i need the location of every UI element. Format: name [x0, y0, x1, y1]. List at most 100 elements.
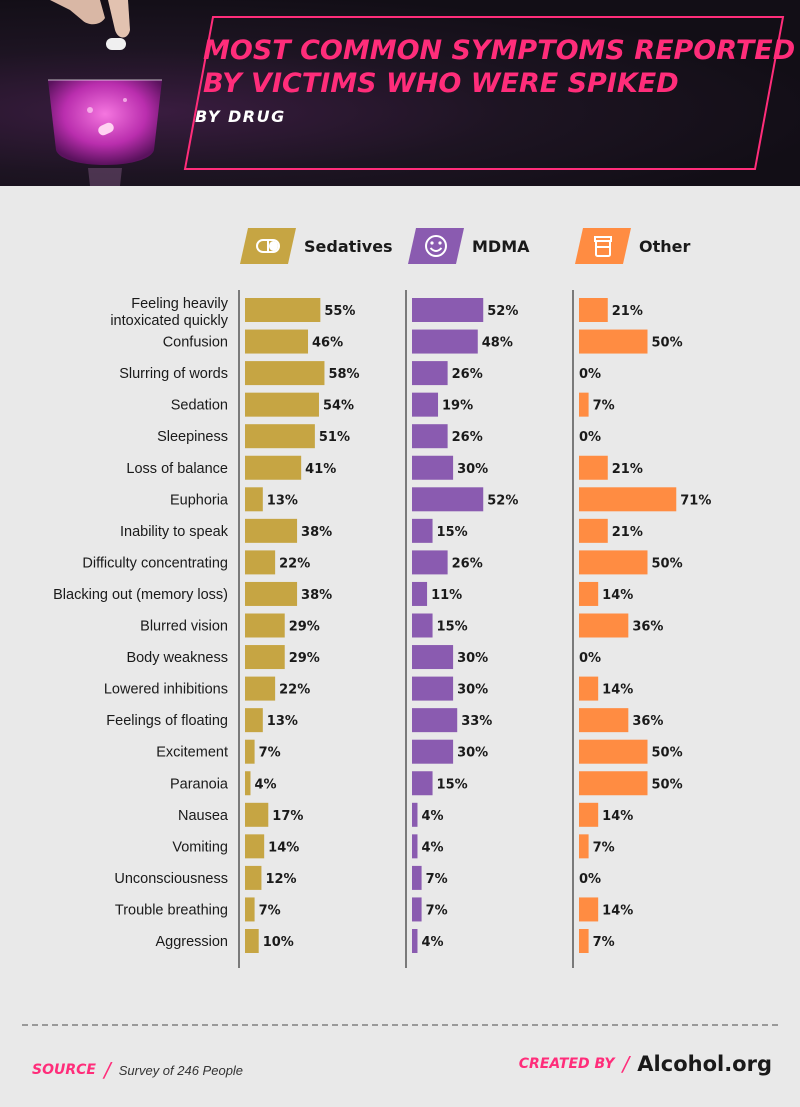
data-label-other: 21% — [612, 304, 643, 319]
data-label-other: 7% — [593, 399, 615, 414]
bar-other — [579, 487, 677, 512]
footer-divider — [22, 1024, 778, 1026]
chart-canvas: Feeling heavily intoxicated quickly Confus… — [53, 290, 711, 968]
category-label: Aggression — [155, 934, 228, 950]
data-label-sedatives: 29% — [289, 620, 320, 635]
chart-subtitle: BY DRUG — [195, 107, 286, 126]
legend-label-other: Other — [639, 236, 691, 256]
bar-other — [579, 392, 589, 417]
bar-sedatives — [245, 361, 325, 386]
bar-other — [579, 929, 589, 953]
data-label-other: 7% — [593, 935, 615, 950]
data-label-sedatives: 58% — [328, 367, 359, 382]
data-label-other: 14% — [602, 683, 633, 698]
data-label-mdma: 15% — [437, 620, 468, 635]
bar-sedatives — [245, 834, 265, 859]
separator-slash: / — [622, 1052, 630, 1076]
legend-sedatives: Sedatives — [240, 228, 393, 264]
data-label-other: 50% — [652, 746, 683, 761]
footer-credit: CREATED BY / Alcohol.org — [519, 1052, 772, 1076]
data-label-sedatives: 17% — [272, 809, 303, 824]
data-label-other: 0% — [579, 651, 601, 666]
bar-sedatives — [245, 424, 315, 449]
category-label: Excitement — [156, 745, 228, 761]
created-by-label: CREATED BY — [518, 1056, 615, 1072]
category-label: Difficulty concentrating — [82, 555, 228, 571]
category-label: Body weakness — [126, 650, 228, 666]
data-label-mdma: 30% — [457, 746, 488, 761]
bar-sedatives — [245, 455, 302, 480]
data-label-other: 71% — [680, 493, 711, 508]
smiley-icon — [408, 228, 464, 264]
bar-other — [579, 771, 648, 796]
data-label-other: 14% — [602, 903, 633, 918]
category-label-line: Feeling heavily — [131, 296, 228, 312]
bar-mdma — [412, 424, 448, 449]
legend-label-mdma: MDMA — [472, 236, 530, 256]
footer-source: SOURCE / Survey of 246 People — [32, 1058, 243, 1082]
category-label: Vomiting — [172, 839, 228, 855]
bar-sedatives — [245, 645, 285, 670]
bar-other — [579, 739, 648, 764]
data-label-other: 50% — [652, 556, 683, 571]
chart-title-line-2: BY VICTIMS WHO WERE SPIKED — [203, 68, 679, 99]
data-label-mdma: 52% — [487, 304, 518, 319]
data-label-other: 21% — [612, 525, 643, 540]
bar-mdma — [412, 708, 458, 733]
bar-sedatives — [245, 929, 259, 953]
data-label-sedatives: 51% — [319, 430, 350, 445]
data-label-other: 50% — [652, 336, 683, 351]
bar-sedatives — [245, 298, 321, 322]
data-label-sedatives: 46% — [312, 336, 343, 351]
title-frame — [183, 16, 785, 170]
data-label-mdma: 26% — [452, 367, 483, 382]
data-label-mdma: 4% — [421, 840, 443, 855]
bar-mdma — [412, 897, 422, 922]
data-label-sedatives: 13% — [267, 493, 298, 508]
bar-mdma — [412, 361, 448, 386]
data-label-sedatives: 41% — [305, 462, 336, 477]
data-label-sedatives: 4% — [254, 777, 276, 792]
bar-mdma — [412, 455, 454, 480]
title-box: MOST COMMON SYMPTOMS REPORTED BY VICTIMS… — [183, 15, 795, 171]
bar-sedatives — [245, 865, 262, 890]
data-label-other: 7% — [593, 840, 615, 855]
source-label: SOURCE — [32, 1062, 96, 1078]
data-label-mdma: 52% — [487, 493, 518, 508]
chart-title-line-1: MOST COMMON SYMPTOMS REPORTED — [203, 35, 796, 66]
pill-icon — [240, 228, 296, 264]
category-label: Unconsciousness — [114, 871, 228, 887]
bar-sedatives — [245, 771, 251, 796]
bar-sedatives — [245, 518, 298, 543]
bar-other — [579, 298, 608, 322]
bar-other — [579, 613, 629, 638]
data-label-other: 0% — [579, 367, 601, 382]
data-label-other: 14% — [602, 588, 633, 603]
bar-mdma — [412, 802, 418, 827]
data-label-sedatives: 38% — [301, 525, 332, 540]
category-label: Slurring of words — [119, 366, 228, 382]
data-label-sedatives: 29% — [289, 651, 320, 666]
data-label-mdma: 26% — [452, 430, 483, 445]
bar-mdma — [412, 329, 478, 354]
category-label: Nausea — [178, 808, 229, 824]
data-label-other: 0% — [579, 872, 601, 887]
category-label: Lowered inhibitions — [104, 682, 228, 698]
brand-name[interactable]: Alcohol.org — [637, 1052, 772, 1076]
data-label-mdma: 4% — [421, 935, 443, 950]
data-label-sedatives: 7% — [259, 746, 281, 761]
bar-sedatives — [245, 802, 269, 827]
spiked-drink-illustration — [48, 0, 162, 186]
data-label-mdma: 33% — [461, 714, 492, 729]
data-label-sedatives: 55% — [324, 304, 355, 319]
data-label-sedatives: 38% — [301, 588, 332, 603]
data-label-mdma: 30% — [457, 683, 488, 698]
data-label-mdma: 19% — [442, 399, 473, 414]
bar-mdma — [412, 487, 484, 512]
data-label-mdma: 7% — [426, 872, 448, 887]
bar-sedatives — [245, 676, 276, 701]
bar-mdma — [412, 834, 418, 859]
data-label-sedatives: 14% — [268, 840, 299, 855]
category-label-line: intoxicated quickly — [110, 313, 228, 329]
bar-mdma — [412, 676, 454, 701]
